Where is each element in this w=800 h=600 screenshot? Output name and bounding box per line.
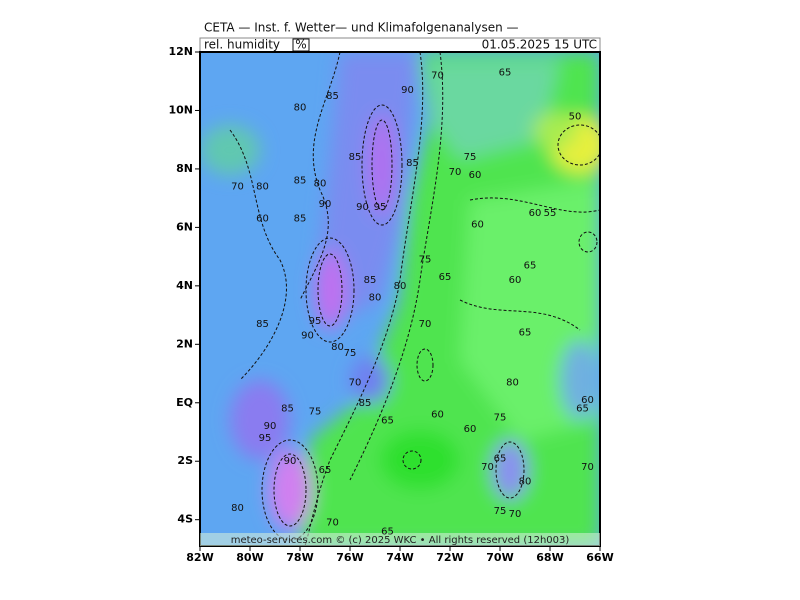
- unit: %: [295, 38, 306, 52]
- contour-label: 70: [449, 167, 462, 178]
- lon-tick-label: 72W: [436, 551, 463, 564]
- parameter: rel. humidity: [204, 38, 280, 52]
- contour-label: 50: [569, 111, 582, 122]
- contour-label: 90: [301, 331, 314, 342]
- contour-label: 70: [349, 377, 362, 388]
- lon-tick-label: 70W: [486, 551, 513, 564]
- lon-tick-label: 66W: [586, 551, 613, 564]
- lat-tick-label: 12N: [168, 45, 193, 58]
- contour-label: 85: [359, 398, 372, 409]
- contour-label: 90: [356, 202, 369, 213]
- contour-label: 70: [431, 70, 444, 81]
- contour-label: 85: [349, 152, 362, 163]
- contour-label: 70: [509, 509, 522, 520]
- contour-label: 65: [381, 526, 394, 537]
- contour-label: 65: [576, 404, 589, 415]
- contour-label: 75: [494, 506, 507, 517]
- lon-tick-label: 68W: [536, 551, 563, 564]
- contour-label: 75: [464, 152, 477, 163]
- footer-bar: [200, 533, 600, 546]
- lat-tick-label: 2S: [177, 454, 193, 467]
- contour-label: 65: [319, 465, 332, 476]
- contour-label: 85: [326, 91, 339, 102]
- contour-label: 95: [374, 202, 387, 213]
- contour-label: 80: [369, 293, 382, 304]
- contour-label: 85: [406, 158, 419, 169]
- contour-label: 70: [231, 181, 244, 192]
- contour-label: 60: [256, 214, 269, 225]
- contour-label: 85: [294, 214, 307, 225]
- contour-label: 80: [314, 179, 327, 190]
- lat-tick-label: 6N: [176, 220, 193, 233]
- contour-label: 65: [524, 260, 537, 271]
- lon-tick-label: 78W: [286, 551, 313, 564]
- contour-label: 75: [494, 412, 507, 423]
- contour-label: 60: [529, 208, 542, 219]
- contour-label: 60: [464, 424, 477, 435]
- lat-tick-label: 10N: [168, 103, 193, 116]
- lon-tick-label: 82W: [186, 551, 213, 564]
- contour-label: 90: [284, 456, 297, 467]
- lon-tick-label: 80W: [236, 551, 263, 564]
- contour-label: 85: [281, 404, 294, 415]
- contour-label: 70: [581, 462, 594, 473]
- contour-label: 70: [326, 518, 339, 529]
- contour-label: 85: [256, 319, 269, 330]
- contour-label: 65: [494, 453, 507, 464]
- contour-label: 90: [401, 85, 414, 96]
- footer: meteo-services.com © (c) 2025 WKC • All …: [231, 535, 570, 546]
- contour-label: 65: [439, 272, 452, 283]
- contour-label: 85: [294, 176, 307, 187]
- lon-tick-label: 76W: [336, 551, 363, 564]
- contour-label: 75: [419, 255, 432, 266]
- contour-label: 80: [294, 103, 307, 114]
- contour-label: 80: [231, 503, 244, 514]
- contour-label: 60: [509, 275, 522, 286]
- contour-label: 60: [431, 409, 444, 420]
- contour-label: 65: [381, 415, 394, 426]
- contour-label: 80: [506, 377, 519, 388]
- field-shading: [200, 52, 600, 546]
- contour-label: 90: [264, 421, 277, 432]
- contour-label: 60: [471, 219, 484, 230]
- contour-label: 70: [481, 462, 494, 473]
- lon-tick-label: 74W: [386, 551, 413, 564]
- lat-tick-label: 4N: [176, 279, 193, 292]
- contour-label: 80: [394, 281, 407, 292]
- title: CETA — Inst. f. Wetter— und Klimafolgena…: [204, 21, 519, 35]
- lat-tick-label: 8N: [176, 162, 193, 175]
- contour-label: 80: [519, 477, 532, 488]
- contour-label: 60: [581, 395, 594, 406]
- lat-tick-label: EQ: [176, 396, 193, 409]
- contour-label: 75: [309, 407, 322, 418]
- contour-label: 65: [499, 67, 512, 78]
- lat-tick-label: 2N: [176, 337, 193, 350]
- contour-label: 95: [259, 433, 272, 444]
- contour-label: 70: [419, 319, 432, 330]
- contour-label: 85: [364, 275, 377, 286]
- contour-label: 90: [319, 199, 332, 210]
- valid-time: 01.05.2025 15 UTC: [482, 38, 597, 52]
- humidity-field: [200, 52, 600, 546]
- contour-label: 80: [256, 181, 269, 192]
- contour-label: 95: [309, 316, 322, 327]
- contour-label: 80: [331, 342, 344, 353]
- contour-label: 60: [469, 170, 482, 181]
- contour-label: 55: [544, 208, 557, 219]
- contour-label: 65: [519, 328, 532, 339]
- contour-label: 75: [344, 348, 357, 359]
- lat-tick-label: 4S: [177, 513, 193, 526]
